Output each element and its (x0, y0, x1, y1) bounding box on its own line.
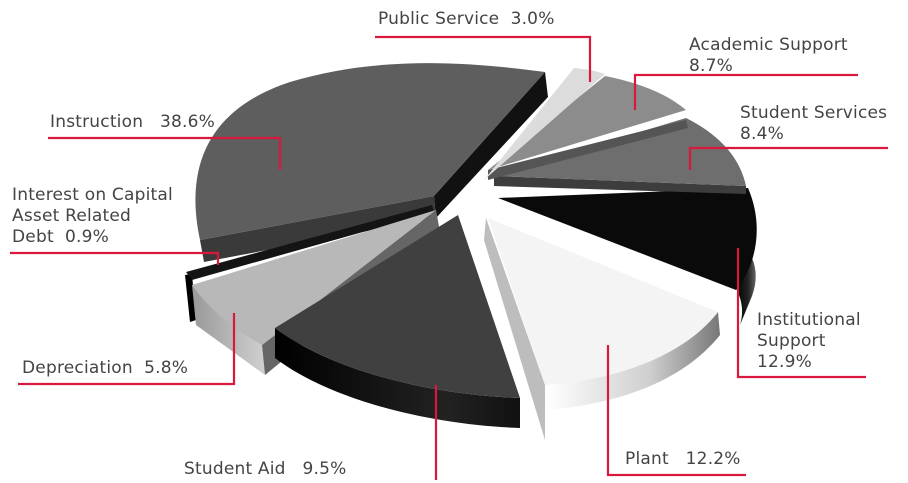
label-public-service: Public Service 3.0% (378, 9, 555, 30)
label-student-aid-text: Student Aid 9.5% (184, 459, 347, 479)
leader-student-services (688, 146, 888, 170)
slice-student-aid (275, 215, 520, 398)
slice-interest (186, 205, 434, 280)
slice-instruction-side (200, 196, 436, 262)
slice-academic-support (488, 76, 686, 170)
leader-instruction (48, 136, 282, 170)
label-academic-support-value: 8.7% (689, 56, 733, 76)
leader-public-service (375, 35, 592, 82)
label-student-services-name: Student Services (740, 103, 888, 123)
label-institutional-support-line1: Institutional (757, 310, 861, 330)
slice-instruction-side-right (434, 72, 548, 218)
label-interest-line3: Debt 0.9% (12, 227, 110, 247)
label-public-service-text: Public Service 3.0% (378, 9, 555, 29)
label-interest: Interest on Capital Asset Related Debt 0… (12, 185, 173, 248)
slice-plant-side (545, 312, 720, 410)
label-instruction: Instruction 38.6% (50, 112, 215, 133)
label-plant-text: Plant 12.2% (625, 449, 741, 469)
slice-student-aid-side (275, 328, 520, 428)
slice-plant-side-left (484, 218, 545, 440)
label-institutional-support: Institutional Support 12.9% (757, 310, 861, 373)
slice-student-services (494, 118, 746, 186)
label-depreciation-text: Depreciation 5.8% (22, 358, 189, 378)
label-instruction-text: Instruction 38.6% (50, 112, 216, 132)
label-interest-line2: Asset Related (12, 206, 132, 226)
label-student-aid: Student Aid 9.5% (184, 459, 346, 480)
label-interest-line1: Interest on Capital (12, 185, 173, 205)
leader-plant (606, 345, 746, 477)
slice-public-service (484, 68, 605, 180)
slice-plant (488, 218, 718, 385)
leader-depreciation (18, 313, 236, 386)
slice-student-services-side (494, 176, 746, 194)
label-student-services: Student Services 8.4% (740, 103, 887, 145)
slice-academic-support-side (488, 120, 688, 180)
slice-depreciation-side (192, 285, 265, 375)
leader-interest (10, 251, 220, 265)
label-academic-support-name: Academic Support (689, 35, 848, 55)
leader-institutional-support (736, 248, 866, 379)
label-institutional-support-value: 12.9% (757, 352, 813, 372)
label-institutional-support-line2: Support (757, 331, 826, 351)
label-student-services-value: 8.4% (740, 124, 784, 144)
leader-academic-support (633, 73, 858, 110)
label-plant: Plant 12.2% (625, 449, 741, 470)
slice-institutional-support-side (736, 258, 756, 325)
label-depreciation: Depreciation 5.8% (22, 358, 188, 379)
label-academic-support: Academic Support 8.7% (689, 35, 848, 77)
slice-institutional-support (498, 188, 757, 290)
slice-interest-side (185, 274, 196, 322)
slice-instruction (195, 63, 545, 240)
slice-depreciation (192, 210, 436, 345)
leader-lines (10, 35, 888, 480)
